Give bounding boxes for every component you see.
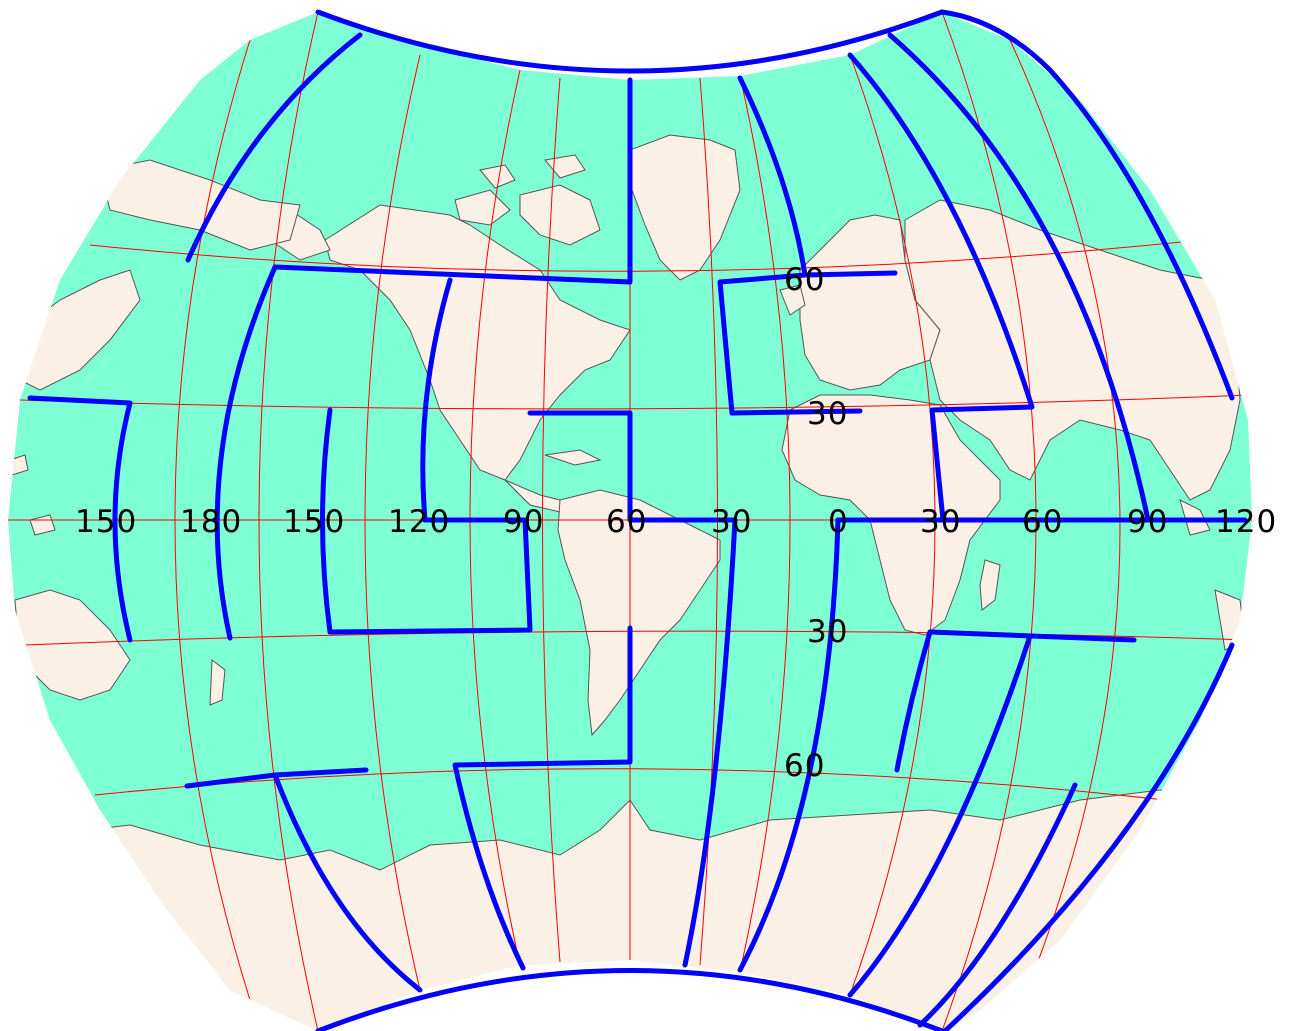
meridian-label: 120 — [388, 504, 450, 540]
meridian-label: 150 — [75, 504, 137, 540]
africa — [781, 394, 1001, 636]
meridian-0 — [739, 75, 791, 973]
asia — [904, 199, 1241, 501]
parallel-60n — [89, 239, 1201, 272]
boundary-b — [272, 77, 633, 285]
meridian-label: 30 — [920, 504, 961, 540]
boundary-i — [272, 772, 423, 993]
meridian-labels: 150 180 150 120 90 60 30 0 30 60 90 120 — [75, 504, 1277, 540]
boundary-l — [847, 52, 1248, 523]
parallel-label: 30 — [807, 614, 848, 650]
meridian-label: 30 — [711, 504, 752, 540]
meridian-90w — [542, 77, 561, 963]
boundary-r — [847, 633, 1033, 998]
meridian-150e — [174, 39, 251, 1001]
meridian-label: 60 — [606, 504, 647, 540]
meridian-label: 90 — [503, 504, 544, 540]
boundary-e — [320, 277, 533, 635]
boundary-k — [802, 270, 898, 278]
boundary-d — [27, 395, 133, 643]
parallel-label: 30 — [807, 396, 848, 432]
parallel-30n — [19, 394, 1251, 410]
top-border — [315, 9, 945, 74]
boundary-m — [887, 32, 1151, 523]
meridian-180 — [258, 12, 319, 1031]
meridian-label: 60 — [1022, 504, 1063, 540]
meridian-label: 0 — [828, 504, 849, 540]
parallel-label: 60 — [784, 262, 825, 298]
meridian-90e — [1009, 39, 1121, 1031]
boundary-s — [917, 782, 1078, 1028]
region-boundaries — [27, 9, 1248, 1031]
meridian-label: 180 — [180, 504, 242, 540]
right-border — [939, 9, 1235, 401]
boundary-f — [527, 410, 738, 968]
boundary-g — [452, 625, 633, 971]
meridian-label: 120 — [1215, 504, 1277, 540]
meridian-label: 150 — [283, 504, 345, 540]
boundary-q — [894, 629, 933, 773]
right-border-lower — [942, 642, 1235, 1031]
boundary-a — [185, 32, 363, 263]
parallel-labels: 60 30 30 60 — [784, 262, 848, 784]
bottom-border — [315, 968, 945, 1031]
boundary-c — [214, 264, 278, 641]
meridian-150w — [364, 54, 421, 991]
parallel-label: 60 — [784, 748, 825, 784]
meridian-label: 90 — [1127, 504, 1168, 540]
boundary-o — [737, 517, 841, 973]
greenland — [629, 134, 741, 281]
